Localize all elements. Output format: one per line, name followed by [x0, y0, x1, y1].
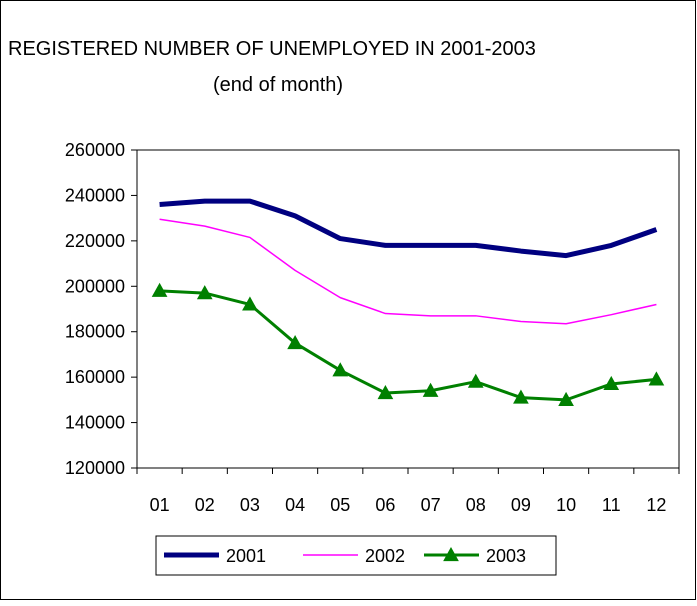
y-tick-label: 240000 [65, 185, 125, 205]
series-2003 [151, 282, 665, 406]
x-tick-label: 04 [285, 495, 305, 515]
data-point-2003 [648, 371, 665, 386]
x-tick-label: 12 [646, 495, 666, 515]
x-tick-label: 01 [150, 495, 170, 515]
y-tick-label: 140000 [65, 413, 125, 433]
series-line-2003 [159, 289, 657, 402]
x-tick-label: 05 [330, 495, 350, 515]
x-tick-label: 09 [511, 495, 531, 515]
x-tick-label: 06 [375, 495, 395, 515]
legend-label-2001: 2001 [226, 546, 266, 566]
x-tick-label: 10 [556, 495, 576, 515]
x-tick-label: 11 [602, 495, 621, 515]
series-layer [151, 198, 665, 406]
data-point-2003 [467, 373, 484, 388]
legend-marker-2003 [443, 546, 459, 562]
data-point-2003 [196, 285, 213, 300]
y-tick-label: 260000 [65, 140, 125, 160]
x-tick-label: 02 [195, 495, 215, 515]
data-point-2003 [558, 391, 574, 406]
data-point-2003 [332, 362, 349, 377]
x-tick-label: 03 [240, 495, 260, 515]
legend-label-2002: 2002 [365, 546, 405, 566]
series-line-2001 [159, 198, 658, 259]
data-point-2003 [287, 335, 303, 350]
data-point-2003 [422, 382, 439, 397]
data-point-2003 [513, 389, 529, 404]
y-tick-label: 160000 [65, 367, 125, 387]
data-point-2003 [151, 282, 168, 297]
plot-area [136, 149, 680, 469]
series-2002 [159, 218, 657, 325]
x-tick-label: 07 [421, 495, 441, 515]
y-tick-label: 120000 [65, 458, 125, 478]
data-point-2003 [242, 296, 258, 311]
data-point-2003 [377, 385, 394, 400]
y-axis: 120000 140000 160000 180000 200000 220000 2400… [65, 140, 137, 478]
y-tick-label: 180000 [65, 322, 125, 342]
y-tick-label: 200000 [65, 276, 125, 296]
x-axis: 01 02 03 04 05 06 07 08 09 10 11 12 [136, 468, 680, 515]
data-point-2003 [603, 375, 620, 391]
series-2001 [159, 198, 658, 259]
chart-title: REGISTERED NUMBER OF UNEMPLOYED IN 2001-… [8, 38, 536, 60]
chart-subtitle: (end of month) [213, 74, 343, 96]
series-line-2002 [159, 218, 657, 325]
legend: 2001 2002 2003 [155, 535, 557, 576]
y-tick-label: 220000 [65, 231, 125, 251]
legend-label-2003: 2003 [486, 546, 526, 566]
x-tick-label: 08 [466, 495, 486, 515]
